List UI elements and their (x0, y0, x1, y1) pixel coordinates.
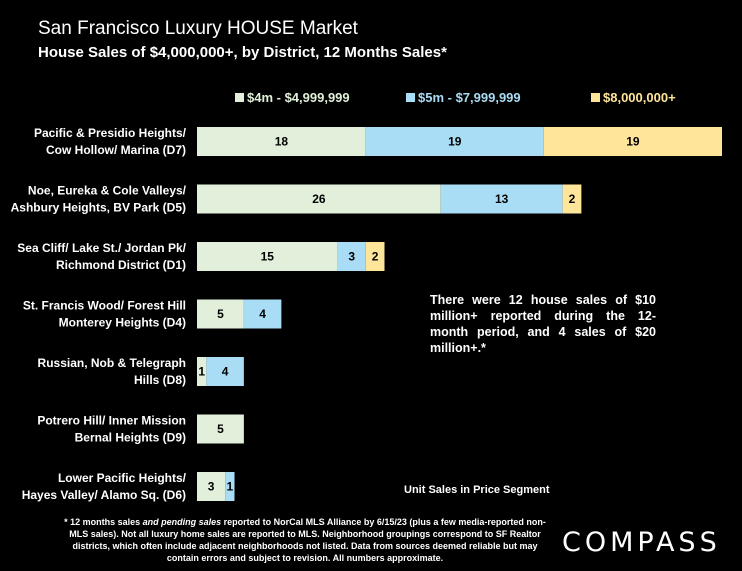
bar-label-1-0: 26 (312, 192, 326, 206)
legend-swatch-0 (235, 93, 244, 102)
footnote-rest: reported to NorCal MLS Alliance by 6/15/… (69, 517, 546, 563)
bar-label-1-1: 13 (495, 192, 509, 206)
bar-0-2 (543, 127, 722, 156)
bar-0-0 (197, 127, 366, 156)
category-label-1-1: Ashbury Heights, BV Park (D5) (11, 201, 186, 215)
bar-label-4-1: 4 (222, 365, 229, 379)
bar-label-5-0: 5 (217, 422, 224, 436)
bar-4-0 (197, 357, 207, 386)
compass-logo: COMPASS (562, 527, 721, 558)
bar-label-1-2: 2 (569, 192, 576, 206)
category-label-1-0: Noe, Eureka & Cole Valleys/ (28, 184, 187, 198)
bar-6-0 (197, 472, 226, 501)
category-label-3-0: St. Francis Wood/ Forest Hill (23, 299, 186, 313)
bar-5-0 (197, 414, 244, 444)
category-label-5-1: Bernal Heights (D9) (75, 431, 186, 445)
footnote-emphasis: and pending sales (142, 517, 222, 527)
bar-2-0 (197, 242, 338, 271)
bar-3-1 (243, 299, 282, 329)
x-axis-label: Unit Sales in Price Segment (404, 484, 550, 496)
bar-6-1 (225, 472, 235, 501)
category-label-2-1: Richmond District (D1) (56, 258, 186, 272)
footnote-start: * 12 months sales (64, 517, 143, 527)
bar-0-1 (365, 127, 544, 156)
category-label-5-0: Potrero Hill/ Inner Mission (37, 414, 186, 428)
bar-2-2 (365, 242, 385, 271)
bar-3-0 (197, 299, 244, 329)
bar-label-0-1: 19 (448, 135, 462, 149)
bar-4-1 (206, 357, 244, 386)
category-label-0-0: Pacific & Presidio Heights/ (34, 126, 187, 140)
chart-subtitle: House Sales of $4,000,000+, by District,… (38, 44, 447, 61)
bar-label-4-0: 1 (198, 365, 205, 379)
annotation-note: There were 12 house sales of $10 million… (430, 293, 656, 355)
bar-label-6-0: 3 (208, 480, 215, 494)
legend-label-0: $4m - $4,999,999 (247, 90, 350, 105)
bar-1-1 (440, 184, 563, 214)
category-label-6-1: Hayes Valley/ Alamo Sq. (D6) (22, 488, 186, 502)
bar-label-2-0: 15 (261, 250, 275, 264)
legend-swatch-1 (406, 93, 415, 102)
legend-label-2: $8,000,000+ (603, 90, 676, 105)
category-label-3-1: Monterey Heights (D4) (59, 316, 186, 330)
bar-label-3-1: 4 (259, 307, 266, 321)
bar-label-3-0: 5 (217, 307, 224, 321)
legend-label-1: $5m - $7,999,999 (418, 90, 521, 105)
bar-label-2-1: 3 (348, 250, 355, 264)
bar-label-0-2: 19 (626, 135, 640, 149)
bar-1-0 (197, 184, 441, 214)
bar-label-2-2: 2 (372, 250, 379, 264)
category-label-6-0: Lower Pacific Heights/ (58, 471, 187, 485)
category-label-4-0: Russian, Nob & Telegraph (38, 356, 186, 370)
bar-1-2 (562, 184, 582, 214)
bar-label-0-0: 18 (275, 135, 289, 149)
category-label-2-0: Sea Cliff/ Lake St./ Jordan Pk/ (17, 241, 186, 255)
footnote: * 12 months sales and pending sales repo… (60, 516, 550, 564)
category-label-0-1: Cow Hollow/ Marina (D7) (46, 143, 186, 157)
bar-2-1 (337, 242, 366, 271)
chart-title: San Francisco Luxury HOUSE Market (38, 18, 358, 39)
bar-label-6-1: 1 (226, 480, 233, 494)
category-label-4-1: Hills (D8) (134, 373, 186, 387)
legend-swatch-2 (591, 93, 600, 102)
